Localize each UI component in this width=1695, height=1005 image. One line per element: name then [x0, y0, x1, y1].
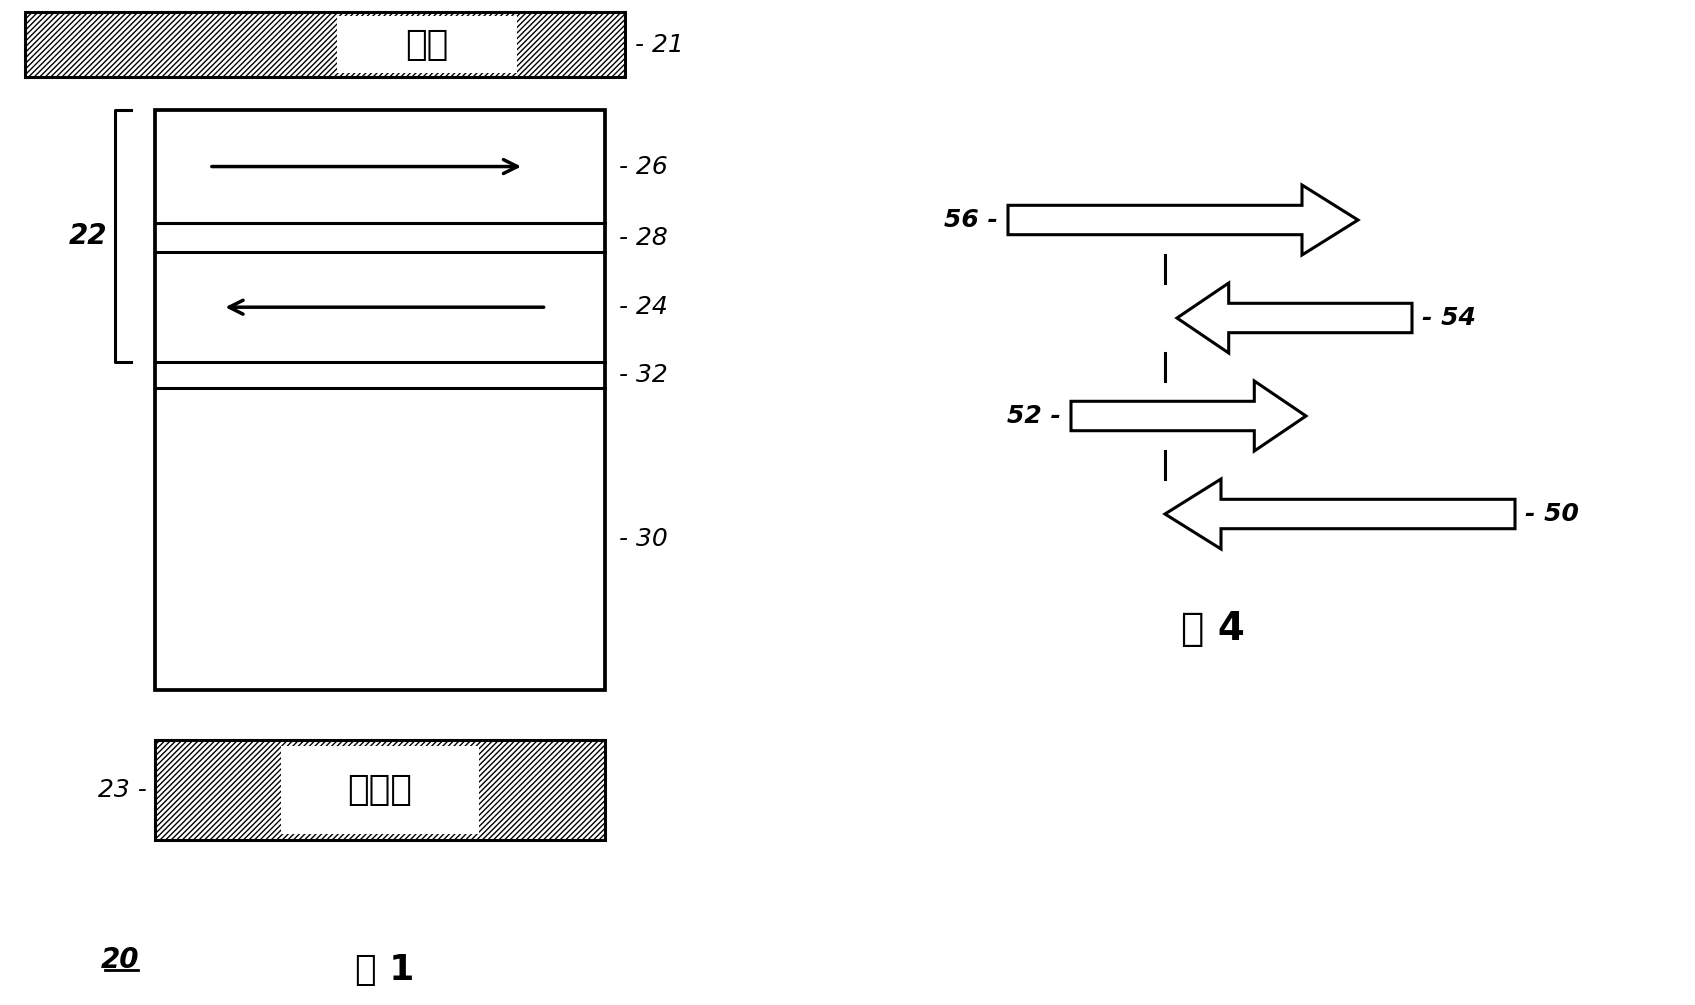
Bar [154, 110, 605, 690]
Bar [25, 12, 625, 77]
Polygon shape [1071, 381, 1307, 451]
Polygon shape [1176, 283, 1412, 353]
Text: 56 -: 56 - [944, 208, 998, 232]
Text: - 50: - 50 [1526, 502, 1578, 526]
Text: 数字线: 数字线 [347, 773, 412, 807]
Polygon shape [1164, 479, 1515, 549]
Polygon shape [1009, 185, 1358, 255]
Text: 23 -: 23 - [98, 778, 147, 802]
Text: 图 4: 图 4 [1181, 610, 1244, 648]
Text: 52 -: 52 - [1007, 404, 1061, 428]
Text: - 21: - 21 [636, 32, 683, 56]
Text: 20: 20 [100, 946, 139, 974]
Text: - 28: - 28 [619, 225, 668, 249]
Bar [337, 16, 517, 73]
Text: 图 1: 图 1 [356, 953, 415, 987]
Text: - 30: - 30 [619, 528, 668, 551]
Text: - 54: - 54 [1422, 306, 1476, 330]
Text: - 24: - 24 [619, 295, 668, 320]
Bar [154, 740, 605, 840]
Text: 位线: 位线 [405, 27, 449, 61]
Text: - 26: - 26 [619, 155, 668, 179]
Text: 22: 22 [68, 222, 107, 250]
Bar [281, 746, 480, 834]
Text: - 32: - 32 [619, 364, 668, 387]
